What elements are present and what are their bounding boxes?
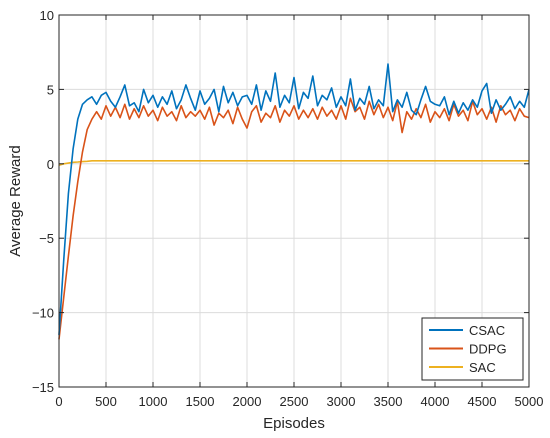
legend-label-csac: CSAC [469, 323, 505, 338]
x-tick-label: 2500 [280, 394, 309, 409]
x-tick-label: 1500 [186, 394, 215, 409]
x-tick-label: 500 [95, 394, 117, 409]
legend-label-ddpg: DDPG [469, 342, 507, 357]
y-tick-label: −5 [39, 231, 54, 246]
y-tick-label: 0 [47, 157, 54, 172]
y-tick-label: 10 [40, 8, 54, 23]
y-tick-label: −10 [32, 306, 54, 321]
y-axis-label: Average Reward [7, 145, 24, 256]
x-tick-label: 3500 [374, 394, 403, 409]
x-tick-label: 1000 [139, 394, 168, 409]
x-tick-label: 2000 [233, 394, 262, 409]
legend-label-sac: SAC [469, 360, 496, 375]
x-tick-label: 5000 [515, 394, 544, 409]
series-line-csac [58, 63, 530, 335]
x-tick-label: 0 [55, 394, 62, 409]
x-tick-label: 4000 [421, 394, 450, 409]
series-line-ddpg [58, 97, 530, 340]
y-tick-label: −15 [32, 380, 54, 395]
axes: 0 500 1000 1500 2000 2500 3000 3500 4000 4500 5000… [32, 8, 544, 409]
y-tick-label: 5 [47, 82, 54, 97]
legend: CSAC DDPG SAC [421, 317, 524, 381]
x-tick-label: 3000 [327, 394, 356, 409]
x-tick-label: 4500 [468, 394, 497, 409]
x-axis-label: Episodes [263, 415, 325, 432]
series-line-sac [58, 160, 529, 167]
